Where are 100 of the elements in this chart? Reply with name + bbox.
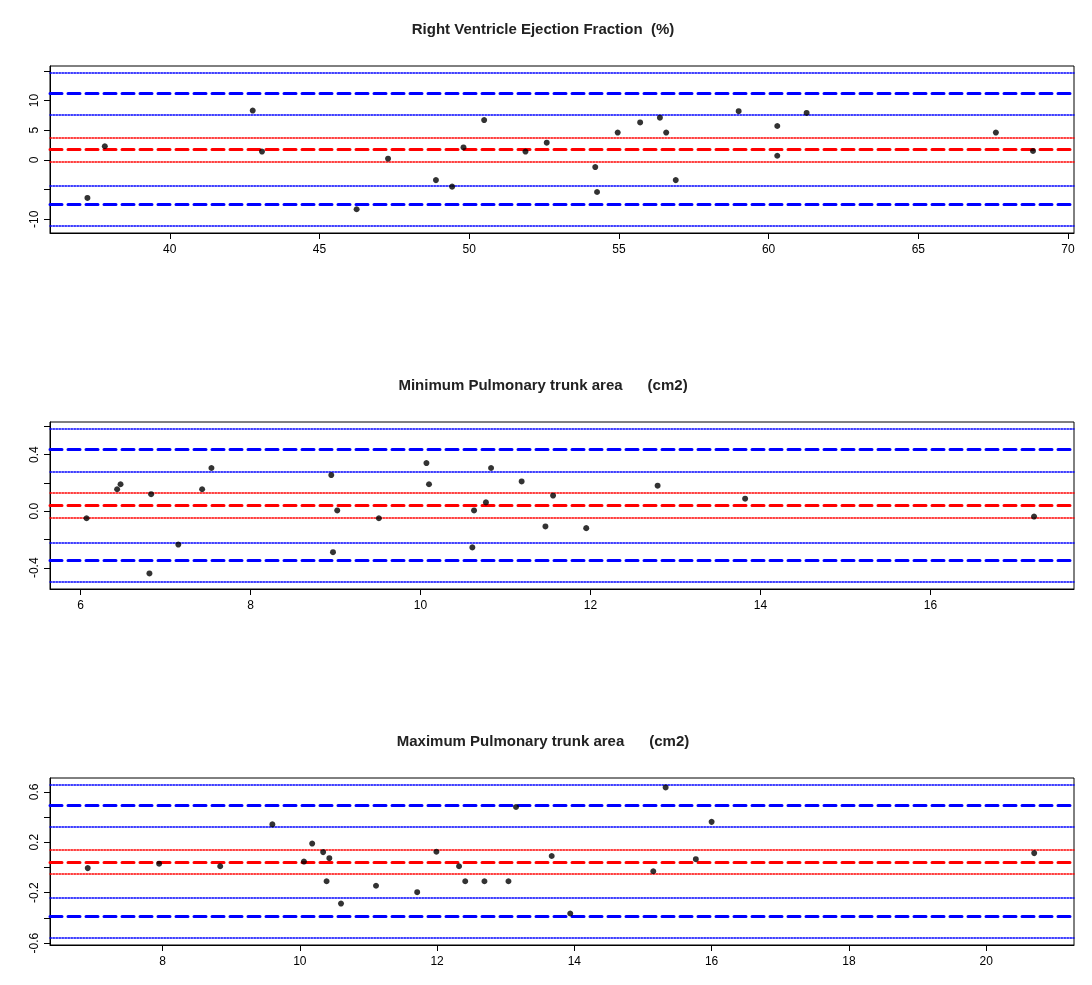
x-tick-label: 8 (159, 954, 167, 968)
point (1031, 513, 1038, 520)
point (199, 486, 206, 493)
point (708, 818, 715, 825)
point (1029, 147, 1036, 154)
point (462, 878, 469, 885)
y-tick-label: 0.0 (27, 502, 41, 520)
x-tick-label: 10 (293, 954, 307, 968)
point (84, 194, 91, 201)
point (334, 507, 341, 514)
x-tick-label: 50 (462, 242, 477, 256)
point (373, 882, 380, 889)
point (414, 889, 421, 896)
point (672, 177, 679, 184)
point (583, 525, 590, 532)
point (471, 507, 478, 514)
y-tick-label: 0.2 (27, 833, 41, 851)
point (774, 152, 781, 159)
point (309, 840, 316, 847)
x-tick-label: 55 (612, 242, 626, 256)
y-tick-label: -0.2 (27, 882, 41, 904)
point (269, 821, 276, 828)
point (114, 486, 121, 493)
y-tick-label: -0.4 (27, 557, 41, 579)
point (460, 144, 467, 151)
point (650, 868, 657, 875)
point (323, 878, 330, 885)
point (992, 129, 999, 136)
x-tick-label: 40 (163, 242, 177, 256)
y-tick-label: 0 (27, 156, 41, 164)
point (101, 143, 108, 150)
x-tick-label: 20 (979, 954, 994, 968)
x-tick-label: 60 (761, 242, 776, 256)
point (84, 865, 91, 872)
point (449, 183, 456, 190)
chart-title: Right Ventricle Ejection Fraction (%) (411, 20, 675, 37)
point (735, 108, 742, 115)
point (117, 481, 124, 488)
y-tick-label: -0.6 (27, 932, 41, 954)
point (217, 863, 224, 870)
point (469, 544, 476, 551)
x-tick-label: 16 (923, 598, 938, 612)
point (320, 849, 327, 856)
point (513, 803, 520, 810)
point (594, 188, 601, 195)
point (432, 177, 439, 184)
x-tick-label: 16 (704, 954, 719, 968)
point (1031, 850, 1038, 857)
x-tick-label: 14 (567, 954, 582, 968)
point (567, 910, 574, 917)
point (208, 465, 215, 471)
x-tick-label: 6 (77, 598, 85, 612)
point (543, 139, 550, 146)
y-tick-label: 10 (27, 93, 41, 108)
point (83, 515, 90, 522)
point (481, 117, 488, 124)
x-tick-label: 65 (911, 242, 926, 256)
x-tick-label: 10 (413, 598, 428, 612)
point (433, 848, 440, 855)
point (654, 482, 661, 489)
point (353, 206, 360, 213)
point (329, 549, 336, 556)
point (375, 515, 382, 522)
point (518, 478, 525, 485)
point (328, 472, 335, 479)
point (426, 481, 433, 488)
point (550, 492, 557, 499)
point (505, 878, 512, 885)
point (456, 863, 463, 870)
point (326, 855, 333, 862)
y-tick-label: 5 (27, 126, 41, 134)
x-tick-label: 8 (247, 598, 255, 612)
point (522, 148, 529, 155)
point (592, 164, 599, 171)
point (742, 495, 749, 502)
point (656, 114, 663, 121)
point (148, 491, 155, 498)
chart-title: Maximum Pulmonary trunk area (cm2) (396, 732, 690, 749)
y-tick-label: 0.6 (27, 783, 41, 801)
x-tick-label: 70 (1061, 242, 1076, 256)
point (662, 784, 669, 791)
point (146, 570, 153, 577)
point (803, 109, 810, 116)
point (423, 460, 430, 467)
point (482, 499, 489, 506)
point (258, 148, 265, 155)
point (385, 155, 392, 162)
point (774, 123, 781, 130)
x-tick-label: 18 (842, 954, 856, 968)
y-tick-label: 0.4 (27, 445, 41, 463)
point (692, 856, 699, 863)
x-tick-label: 45 (312, 242, 327, 256)
point (637, 119, 644, 126)
point (481, 878, 488, 885)
point (300, 858, 307, 865)
x-tick-label: 14 (753, 598, 768, 612)
point (548, 853, 555, 860)
point (488, 465, 495, 471)
x-tick-label: 12 (430, 954, 445, 968)
chart-title: Minimum Pulmonary trunk area (cm2) (398, 376, 688, 393)
